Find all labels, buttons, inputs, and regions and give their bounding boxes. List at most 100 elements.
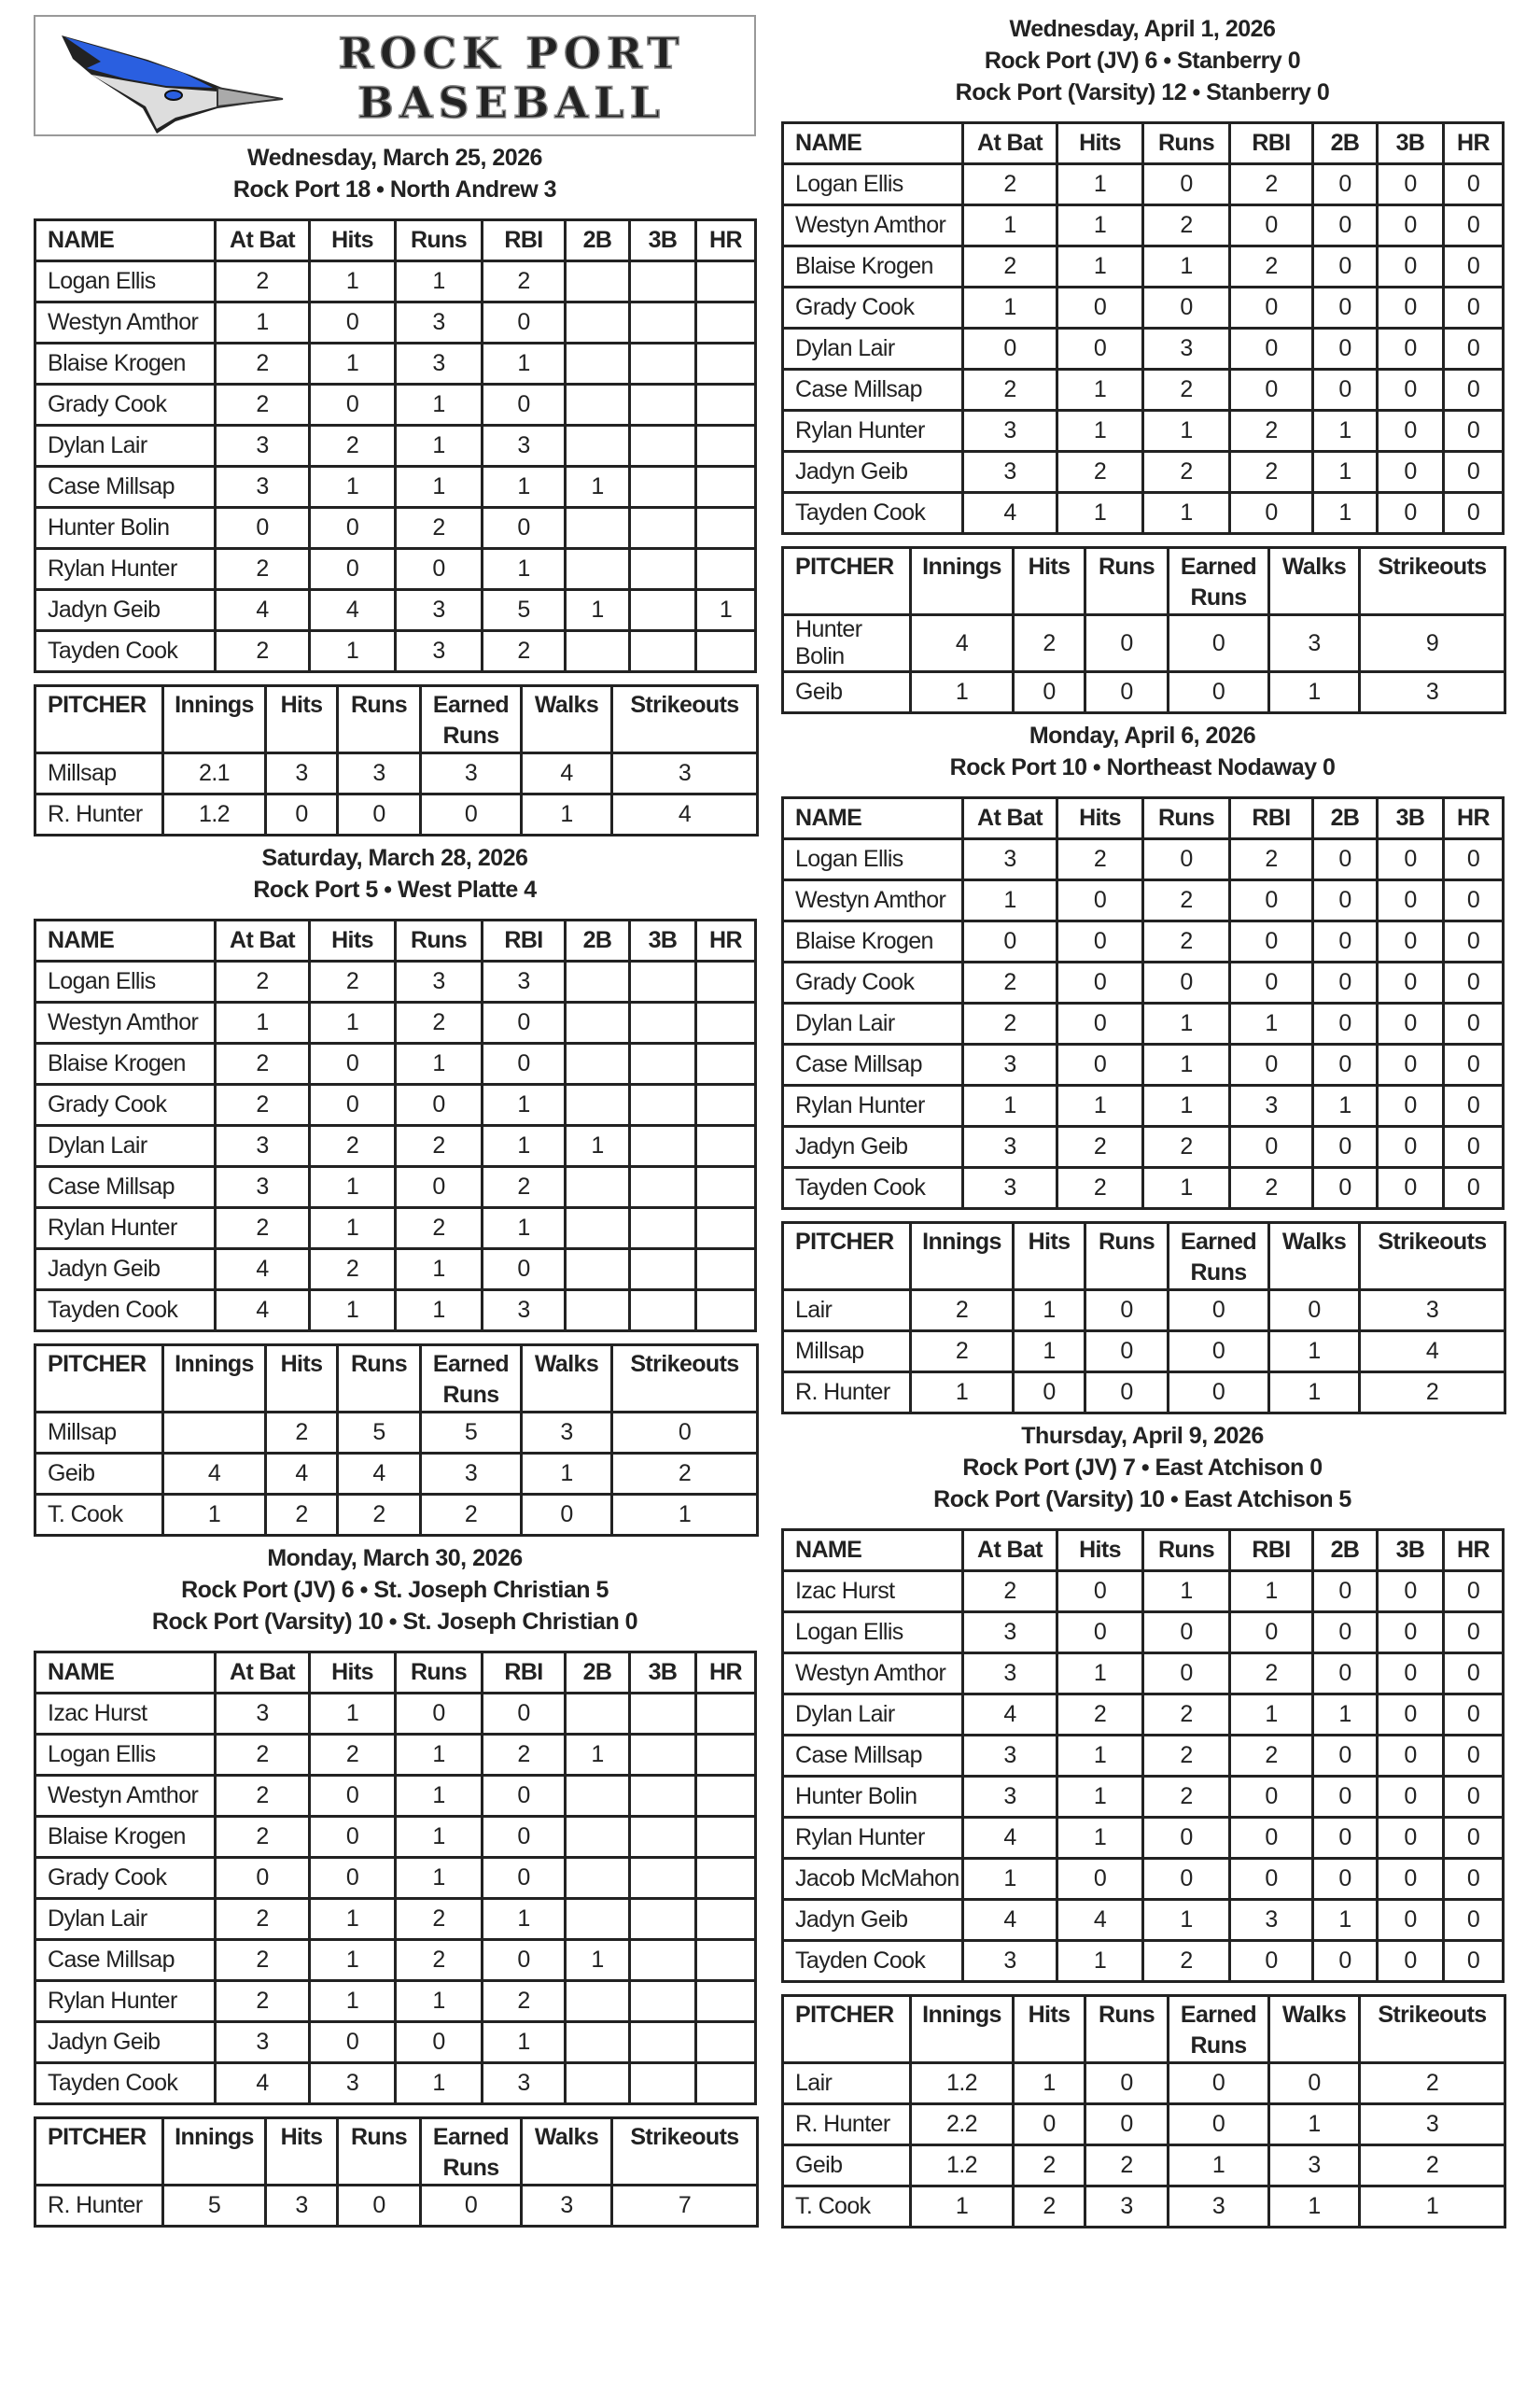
stat-cell: 0	[520, 1493, 613, 1537]
player-name: R. Hunter	[781, 1371, 912, 1414]
player-name: Dylan Lair	[34, 1897, 217, 1941]
header-row: PITCHER Innings Hits Runs Earned Runs Walks St…	[781, 546, 1506, 616]
stat-cell: 1	[1228, 1569, 1314, 1613]
stat-cell	[694, 424, 757, 468]
column-header: Runs	[394, 218, 483, 262]
stat-cell: 2	[1228, 837, 1314, 881]
column-header: 3B	[628, 218, 697, 262]
stat-cell: 0	[1442, 1166, 1505, 1210]
table-row: Tayden Cook 3 1 2 0 0 0 0	[781, 1939, 1505, 1983]
column-header: Walks	[520, 2116, 613, 2186]
stat-cell: 0	[1311, 1166, 1379, 1210]
stat-cell: 1	[961, 1857, 1058, 1901]
stat-cell: 0	[1376, 837, 1445, 881]
stat-cell: 0	[610, 1411, 759, 1455]
player-name: Case Millsap	[34, 1165, 217, 1209]
stat-cell: 0	[481, 506, 567, 550]
player-name: Hunter Bolin	[34, 506, 217, 550]
stat-cell: 1	[1267, 2102, 1361, 2146]
stat-cell: 2	[1141, 1693, 1231, 1736]
stat-cell: 3	[1358, 670, 1506, 714]
column-header: Innings	[909, 546, 1015, 616]
stat-cell: 1	[394, 1815, 483, 1859]
column-header: HR	[1442, 1528, 1505, 1572]
stat-cell: 1	[1311, 409, 1379, 453]
stat-cell	[694, 1165, 757, 1209]
stat-cell: 0	[1228, 1857, 1314, 1901]
table-row: Tayden Cook 2 1 3 2	[34, 629, 757, 673]
stat-cell: 0	[1141, 1857, 1231, 1901]
stat-cell: 0	[308, 1042, 397, 1086]
column-header: RBI	[481, 919, 567, 963]
column-header: 3B	[1376, 796, 1445, 840]
column-header: Walks	[1267, 1994, 1361, 2064]
player-name: Grady Cook	[781, 961, 964, 1005]
table-row: Rylan Hunter 2 1 1 2	[34, 1979, 757, 2023]
column-header: PITCHER	[781, 546, 912, 616]
stat-cell: 0	[1442, 1939, 1505, 1983]
column-header: Hits	[1056, 121, 1144, 165]
stat-cell: 1	[394, 465, 483, 509]
column-header: Hits	[1056, 796, 1144, 840]
stat-cell: 4	[214, 588, 311, 632]
stat-cell: 0	[1167, 1329, 1270, 1373]
stat-cell: 0	[1311, 1816, 1379, 1860]
stat-cell: 0	[308, 506, 397, 550]
table-row: Grady Cook 0 0 1 0	[34, 1856, 757, 1900]
stat-cell: 2	[214, 1042, 311, 1086]
stat-cell	[694, 342, 757, 386]
stat-cell: 1	[1141, 245, 1231, 288]
column-header: Strikeouts	[610, 684, 759, 754]
stat-cell: 0	[1228, 491, 1314, 535]
stat-cell: 1	[1012, 2061, 1086, 2105]
stat-cell: 1	[308, 1938, 397, 1982]
stat-cell: 1	[308, 1288, 397, 1332]
stat-cell: 0	[961, 920, 1058, 963]
player-name: Rylan Hunter	[34, 1979, 217, 2023]
table-row: Tayden Cook 4 1 1 3	[34, 1288, 757, 1332]
stat-cell: 3	[1228, 1084, 1314, 1128]
stat-cell: 0	[1228, 327, 1314, 371]
stat-cell: 1	[1056, 162, 1144, 206]
stat-cell: 4	[214, 2061, 311, 2105]
table-row: Dylan Lair 0 0 3 0 0 0 0	[781, 327, 1505, 371]
stat-cell: 0	[1376, 1857, 1445, 1901]
stat-cell: 0	[1056, 879, 1144, 922]
stat-cell	[564, 2061, 631, 2105]
column-header: RBI	[1228, 796, 1314, 840]
stat-cell: 1.2	[909, 2144, 1015, 2187]
stat-cell: 2	[1228, 245, 1314, 288]
stat-cell: 0	[1376, 409, 1445, 453]
stat-cell: 1	[308, 629, 397, 673]
column-header: Runs	[1141, 121, 1231, 165]
stat-cell: 3	[419, 1452, 523, 1496]
stat-cell: 1	[481, 2020, 567, 2064]
table-row: Dylan Lair 4 2 2 1 1 0 0	[781, 1693, 1505, 1736]
stat-cell: 0	[1376, 1610, 1445, 1654]
stat-cell: 0	[264, 793, 339, 836]
game-score: Rock Port (Varsity) 12 • Stanberry 0	[955, 79, 1330, 105]
stat-cell: 3	[1141, 327, 1231, 371]
stat-cell: 2	[1228, 1652, 1314, 1695]
column-header: At Bat	[214, 218, 311, 262]
stat-cell: 0	[1267, 2061, 1361, 2105]
stat-cell: 3	[394, 301, 483, 344]
stat-cell: 2	[264, 1493, 339, 1537]
stat-cell: 0	[1442, 1125, 1505, 1169]
stat-cell: 0	[336, 2184, 422, 2228]
stat-cell	[628, 1042, 697, 1086]
stat-cell: 0	[1228, 961, 1314, 1005]
table-row: Blaise Krogen 2 0 1 0	[34, 1815, 757, 1859]
game-date: Thursday, April 9, 2026	[1021, 1423, 1264, 1449]
player-name: Millsap	[34, 1411, 164, 1455]
stat-cell: 0	[394, 547, 483, 591]
column-header: NAME	[34, 919, 217, 963]
stat-cell: 1	[1311, 491, 1379, 535]
stat-cell: 2	[214, 1206, 311, 1250]
stat-cell: 0	[1376, 368, 1445, 412]
stat-cell	[694, 960, 757, 1004]
stat-cell: 3	[214, 1124, 311, 1168]
stat-cell: 0	[1442, 368, 1505, 412]
stat-cell	[694, 1733, 757, 1777]
column-header: 3B	[628, 1651, 697, 1694]
